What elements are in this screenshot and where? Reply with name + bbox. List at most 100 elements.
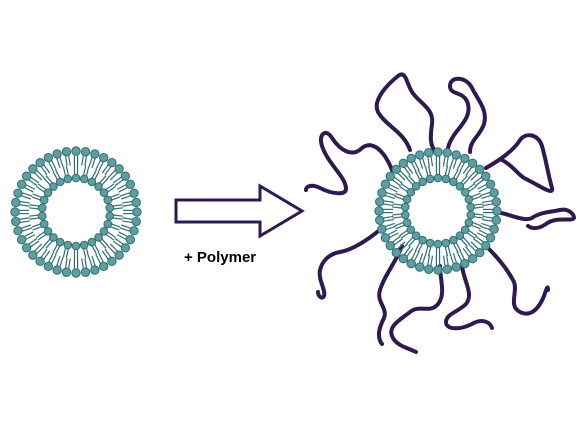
lipid-tail (430, 155, 434, 167)
lipid-tail (35, 169, 45, 179)
lipid-tail (118, 186, 129, 193)
lipid-tail (391, 178, 402, 187)
lipid-head (398, 254, 409, 264)
lipid-tail (91, 256, 97, 267)
lipid-head (43, 152, 54, 163)
lipid-tail (29, 207, 40, 210)
lipid-tail (65, 165, 70, 176)
polymer-chains (304, 72, 576, 354)
lipid-tail (410, 161, 417, 172)
lipid-tail (470, 192, 481, 198)
lipid-head (375, 215, 385, 225)
lipid-tail (382, 215, 394, 219)
lipid-tail (413, 160, 420, 171)
lipid-head (415, 150, 425, 160)
lipid-tail (460, 175, 468, 184)
lipid-tail (478, 229, 489, 236)
lipid-tail (121, 224, 132, 229)
lipid-head (489, 188, 499, 198)
lipid-tail (31, 196, 42, 201)
lipid-tail (20, 224, 31, 229)
lipid-tail (107, 245, 117, 255)
lipid-head (63, 240, 73, 250)
lipid-tail (24, 234, 36, 241)
lipid-head (424, 264, 434, 274)
lipid-tail (387, 186, 398, 193)
lipid-tail (480, 225, 491, 231)
polymer-chain (494, 207, 576, 231)
lipid-head (43, 188, 53, 197)
lipid-tail (120, 191, 131, 197)
lipid-head (114, 164, 124, 174)
lipid-tail (120, 227, 131, 233)
lipid-head (406, 187, 416, 197)
lipid-head (55, 177, 65, 187)
lipid-head (411, 181, 421, 191)
lipid-tail (452, 243, 459, 253)
lipid-head (16, 179, 27, 190)
lipid-tail (462, 236, 471, 245)
lipid-head (21, 243, 32, 253)
lipid-tail (82, 165, 87, 176)
lipid-tail (468, 169, 477, 179)
lipid-head (391, 164, 401, 174)
lipid-head (464, 194, 474, 204)
lipid-tail (482, 219, 494, 222)
lipid-head (120, 243, 131, 253)
lipid-head (28, 164, 38, 174)
lipid-tail (112, 240, 123, 248)
lipid-tail (105, 183, 115, 191)
lipid-tail (21, 227, 32, 233)
lipid-head (99, 188, 109, 197)
lipid-tail (88, 156, 93, 167)
lipid-head (375, 197, 385, 207)
lipid-tail (40, 248, 48, 259)
lipid-tail (388, 232, 399, 239)
lipid-head (406, 225, 416, 235)
lipid-head (132, 207, 142, 217)
lipid-tail (106, 231, 116, 238)
lipid-head (433, 239, 443, 249)
lipid-tail (91, 245, 98, 255)
lipid-head (425, 238, 435, 248)
lipid-head (11, 197, 21, 208)
lipid-head (129, 226, 139, 236)
lipid-head (460, 225, 470, 235)
lipid-tail (45, 240, 54, 249)
lipid-head (35, 157, 45, 168)
lipid-tail (414, 241, 421, 252)
lipid-head (80, 267, 91, 277)
lipid-tail (110, 196, 121, 201)
lipid-head (13, 188, 23, 198)
polymer-chain (389, 264, 445, 354)
lipid-head (467, 158, 478, 168)
lipid-head (87, 177, 97, 187)
lipid-head (87, 237, 97, 247)
lipid-tail (52, 170, 59, 181)
lipid-tail (382, 219, 394, 222)
lipid-head (39, 195, 49, 205)
lipid-tail (118, 231, 129, 238)
lipid-tail (98, 252, 105, 264)
lipid-head (71, 146, 81, 156)
lipid-head (71, 173, 81, 183)
lipid-tail (121, 195, 132, 200)
lipid-head (105, 203, 115, 213)
lipid-head (94, 233, 103, 242)
lipid-tail (85, 247, 90, 258)
lipid-tail (470, 172, 480, 181)
lipid-tail (40, 165, 48, 176)
lipid-tail (392, 206, 403, 209)
lipid-head (385, 171, 395, 182)
lipid-tail (93, 170, 100, 181)
lipid-tail (37, 233, 47, 241)
lipid-tail (95, 159, 102, 170)
lipid-head (10, 207, 20, 217)
lipid-head (99, 227, 109, 236)
lipid-head (35, 256, 45, 267)
lipid-tail (18, 220, 30, 224)
lipid-tail (67, 258, 71, 270)
lipid-tail (417, 243, 424, 253)
lipid-tail (482, 215, 494, 219)
